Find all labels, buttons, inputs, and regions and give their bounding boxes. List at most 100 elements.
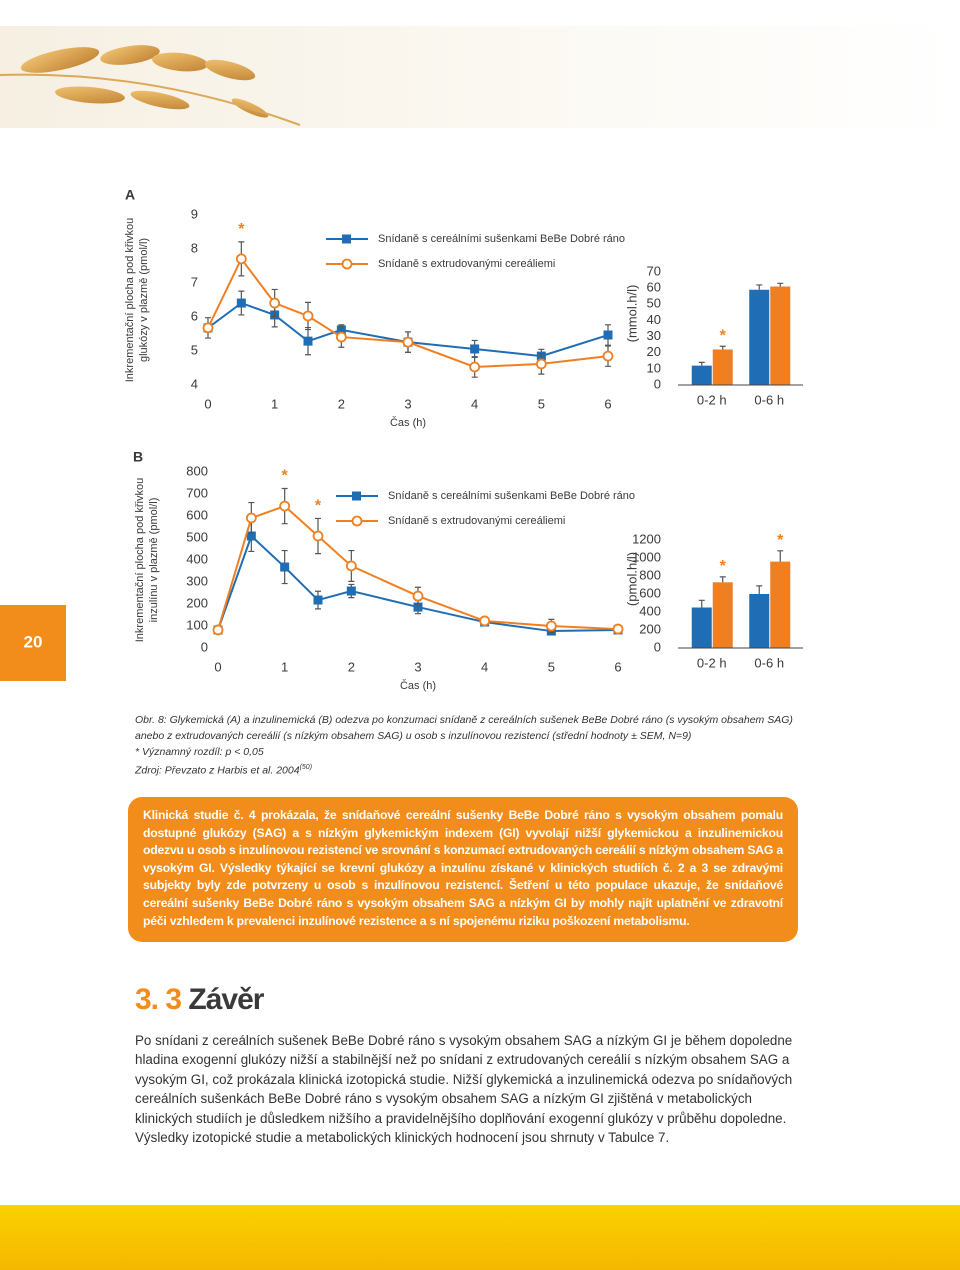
x-tick-label: 4 xyxy=(481,659,488,674)
section-number: 3. 3 xyxy=(135,983,182,1016)
bar xyxy=(749,594,770,648)
y-tick-label: 1000 xyxy=(632,549,661,564)
y-axis-label: Inkrementační plocha pod křivkou xyxy=(134,478,146,642)
legend-marker xyxy=(342,234,351,244)
x-tick-label: 0-2 h xyxy=(697,655,727,670)
bar xyxy=(712,582,733,648)
y-tick-label: 100 xyxy=(186,617,208,632)
caption-note: * Významný rozdíl: p < 0,05 xyxy=(135,746,264,758)
y-tick-label: 500 xyxy=(186,529,208,544)
bar xyxy=(691,607,712,648)
point xyxy=(345,560,357,572)
error-bar xyxy=(719,345,726,350)
y-tick-label: 0 xyxy=(654,639,661,654)
annotation: * xyxy=(720,558,727,575)
caption-source-line: Zdroj: Převzato z Harbis et al. 2004(50) xyxy=(135,760,800,779)
point xyxy=(602,350,614,362)
caption-source: Zdroj: Převzato z Harbis et al. 2004 xyxy=(135,764,300,777)
highlight-box: Klinická studie č. 4 prokázala, že snída… xyxy=(128,797,798,943)
annotation: * xyxy=(777,532,784,549)
x-tick-label: 1 xyxy=(281,659,288,674)
legend-marker xyxy=(351,515,363,527)
x-tick-label: 5 xyxy=(548,659,555,674)
x-axis-label: Čas (h) xyxy=(400,679,436,692)
y-tick-label: 20 xyxy=(647,344,661,359)
x-tick-label: 3 xyxy=(414,659,421,674)
error-bar xyxy=(777,282,784,287)
legend-marker xyxy=(352,491,361,501)
y-axis-label: glukózy v plazmě (pmol/l) xyxy=(138,238,150,362)
point xyxy=(612,623,624,635)
x-tick-label: 0 xyxy=(214,659,221,674)
y-axis-label: (mmol.h/l) xyxy=(624,285,639,343)
x-tick-label: 6 xyxy=(604,396,611,411)
y-tick-label: 30 xyxy=(647,328,661,343)
point xyxy=(246,531,256,541)
y-tick-label: 9 xyxy=(191,206,198,221)
y-tick-label: 600 xyxy=(639,585,661,600)
panel-label: B xyxy=(133,449,143,465)
y-tick-label: 40 xyxy=(647,312,661,327)
y-axis-label: (pmol.h/l) xyxy=(624,552,639,606)
x-tick-label: 3 xyxy=(404,396,411,411)
point xyxy=(535,358,547,370)
caption: Obr. 8: Glykemická (A) a inzulinemická (… xyxy=(135,714,793,742)
point xyxy=(303,336,313,346)
y-tick-label: 6 xyxy=(191,308,198,323)
y-tick-label: 10 xyxy=(647,360,661,375)
point xyxy=(269,297,281,309)
legend-label: Snídaně s extrudovanými cereáliemi xyxy=(378,258,555,270)
point xyxy=(470,344,480,354)
x-tick-label: 0-2 h xyxy=(697,392,727,407)
point xyxy=(413,602,423,612)
point xyxy=(302,310,314,322)
point xyxy=(236,298,246,308)
y-tick-label: 5 xyxy=(191,342,198,357)
y-tick-label: 300 xyxy=(186,573,208,588)
point xyxy=(335,331,347,343)
y-tick-label: 400 xyxy=(639,603,661,618)
x-tick-label: 5 xyxy=(538,396,545,411)
point xyxy=(235,253,247,265)
header-band xyxy=(0,26,960,128)
y-tick-label: 200 xyxy=(639,621,661,636)
y-tick-label: 8 xyxy=(191,240,198,255)
y-tick-label: 50 xyxy=(647,296,661,311)
y-tick-label: 70 xyxy=(647,263,661,278)
point xyxy=(603,330,613,340)
y-tick-label: 4 xyxy=(191,376,198,391)
y-tick-label: 700 xyxy=(186,485,208,500)
point xyxy=(212,624,224,636)
point xyxy=(469,361,481,373)
y-tick-label: 0 xyxy=(654,376,661,391)
error-bar xyxy=(756,284,763,290)
point xyxy=(202,322,214,334)
y-tick-label: 0 xyxy=(201,639,208,654)
y-tick-label: 800 xyxy=(639,567,661,582)
series-line xyxy=(217,534,619,633)
section-heading: 3. 3 Závěr xyxy=(135,983,264,1017)
y-tick-label: 800 xyxy=(186,463,208,478)
x-tick-label: 0-6 h xyxy=(754,392,784,407)
error-bar xyxy=(719,576,726,583)
legend-marker xyxy=(341,258,353,270)
legend-label: Snídaně s extrudovanými cereáliemi xyxy=(388,515,565,527)
y-tick-label: 200 xyxy=(186,595,208,610)
annotation: * xyxy=(315,498,322,515)
y-tick-label: 600 xyxy=(186,507,208,522)
point xyxy=(312,530,324,542)
x-tick-label: 2 xyxy=(348,659,355,674)
y-axis-label: inzulínu v plazmě (pmol/l) xyxy=(148,498,160,623)
page-number: 20 xyxy=(24,632,43,651)
point xyxy=(479,615,491,627)
y-tick-label: 7 xyxy=(191,274,198,289)
error-bar xyxy=(698,599,705,608)
annotation: * xyxy=(238,221,245,238)
panel-label: A xyxy=(125,187,135,203)
bar xyxy=(770,561,791,648)
bar xyxy=(749,289,770,385)
x-tick-label: 0-6 h xyxy=(754,655,784,670)
wheat-image xyxy=(0,45,301,126)
error-bar xyxy=(698,361,705,366)
